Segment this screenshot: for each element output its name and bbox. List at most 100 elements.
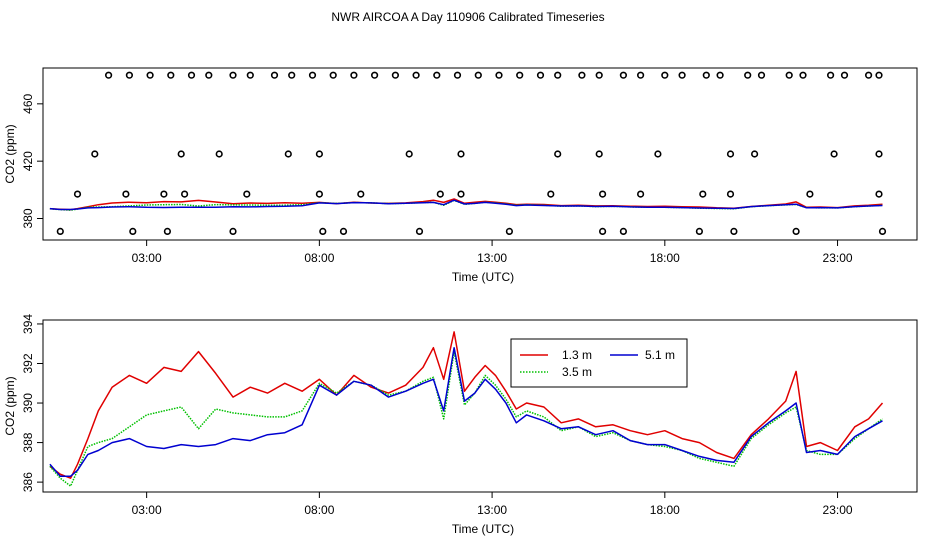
reference-point — [457, 190, 465, 198]
reference-point — [875, 190, 883, 198]
reference-point — [319, 227, 327, 235]
top-plot-frame — [42, 67, 918, 241]
reference-point — [636, 190, 645, 198]
reference-point — [56, 227, 64, 235]
bottom-x-tick-label: 13:00 — [477, 503, 507, 517]
bottom-x-tick-label: 03:00 — [132, 503, 162, 517]
bottom-y-tick-label: 388 — [21, 432, 35, 452]
reference-point — [246, 71, 254, 79]
reference-point — [405, 150, 413, 158]
reference-point — [339, 227, 348, 235]
top-series-line-3-5-m — [49, 199, 883, 211]
top-x-tick-label: 08:00 — [304, 251, 334, 265]
reference-point — [619, 71, 628, 79]
reference-point — [453, 71, 462, 79]
bottom-y-tick-label: 386 — [21, 472, 35, 492]
reference-point — [757, 71, 766, 79]
reference-point — [181, 190, 189, 198]
reference-point — [187, 71, 196, 79]
top-panel: 03:00 08:00 13:00 18:00 23:00 380 420 460 Time … — [3, 67, 918, 284]
reference-point — [288, 71, 296, 79]
chart-title: NWR AIRCOA A Day 110906 Calibrated Times… — [331, 10, 604, 24]
reference-point — [243, 190, 251, 198]
bottom-x-tick-label: 18:00 — [650, 503, 680, 517]
top-y-tick-label: 420 — [21, 151, 35, 171]
reference-point — [554, 71, 562, 79]
reference-point — [595, 150, 603, 158]
reference-point — [229, 227, 237, 235]
bottom-panel: 03:00 08:00 13:00 18:00 23:00 386 388 390 392 394… — [3, 314, 918, 536]
reference-point — [744, 71, 752, 79]
bottom-series-line-5-1-m — [49, 346, 883, 477]
reference-point — [215, 150, 223, 158]
reference-point — [792, 227, 800, 235]
reference-point — [875, 150, 883, 158]
reference-point — [329, 71, 337, 79]
bottom-axes: 03:00 08:00 13:00 18:00 23:00 386 388 390 392 394 — [21, 314, 853, 517]
reference-point — [598, 190, 607, 198]
reference-point — [864, 71, 873, 79]
reference-point — [167, 71, 175, 79]
reference-point — [699, 190, 707, 198]
top-series-line-5-1-m — [49, 199, 883, 211]
reference-point — [505, 227, 514, 235]
reference-point — [695, 227, 704, 235]
reference-point — [495, 71, 503, 79]
bottom-x-tick-label: 08:00 — [304, 503, 334, 517]
reference-point — [702, 71, 710, 79]
reference-point — [595, 71, 603, 79]
bottom-x-axis-label: Time (UTC) — [452, 522, 514, 536]
reference-point — [73, 190, 82, 198]
reference-point — [284, 150, 292, 158]
reference-point — [806, 190, 814, 198]
legend-label-5-1m: 5.1 m — [645, 348, 675, 362]
reference-point — [578, 71, 586, 79]
legend-label-3-5m: 3.5 m — [562, 365, 592, 379]
reference-point — [636, 71, 645, 79]
reference-point — [830, 150, 838, 158]
reference-point — [371, 71, 379, 79]
reference-point — [163, 227, 171, 235]
reference-point — [270, 71, 279, 79]
top-reference-points — [56, 71, 887, 235]
reference-point — [547, 190, 555, 198]
legend-label-1-3m: 1.3 m — [562, 348, 592, 362]
top-y-tick-label: 380 — [21, 208, 35, 228]
legend-box — [510, 338, 688, 388]
reference-point — [415, 227, 424, 235]
top-x-tick-label: 13:00 — [477, 251, 507, 265]
bottom-y-tick-label: 392 — [21, 353, 35, 373]
legend: 1.3 m 3.5 m 5.1 m — [510, 338, 688, 388]
top-y-axis-label: CO2 (ppm) — [3, 124, 17, 183]
reference-point — [785, 71, 793, 79]
reference-point — [678, 71, 686, 79]
reference-point — [654, 150, 662, 158]
reference-point — [598, 227, 607, 235]
reference-point — [104, 71, 113, 79]
reference-point — [412, 71, 420, 79]
bottom-series-line-1-3-m — [49, 331, 884, 479]
bottom-series-lines — [49, 331, 884, 487]
reference-point — [474, 71, 482, 79]
reference-point — [661, 71, 669, 79]
reference-point — [350, 71, 358, 79]
reference-point — [177, 150, 185, 158]
reference-point — [726, 150, 735, 158]
reference-point — [536, 71, 545, 79]
bottom-plot-frame — [42, 319, 918, 493]
reference-point — [730, 227, 738, 235]
top-x-tick-label: 03:00 — [132, 251, 162, 265]
reference-point — [315, 190, 324, 198]
reference-point — [229, 71, 237, 79]
reference-point — [826, 71, 835, 79]
reference-point — [146, 71, 154, 79]
reference-point — [726, 190, 735, 198]
reference-point — [457, 150, 465, 158]
top-axes: 03:00 08:00 13:00 18:00 23:00 380 420 460 — [21, 94, 853, 265]
reference-point — [160, 190, 168, 198]
reference-point — [308, 71, 317, 79]
top-x-tick-label: 23:00 — [823, 251, 853, 265]
reference-point — [129, 227, 137, 235]
reference-point — [619, 227, 628, 235]
